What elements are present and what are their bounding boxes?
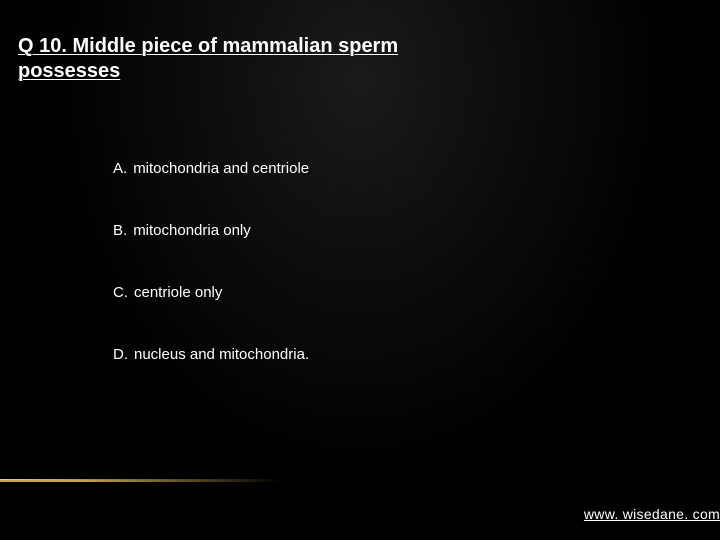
- option-b: B. mitochondria only: [113, 222, 600, 239]
- option-text: nucleus and mitochondria.: [134, 346, 309, 363]
- question-title: Q 10. Middle piece of mammalian sperm po…: [18, 34, 460, 84]
- question-line-2: possesses: [18, 60, 120, 82]
- question-line-1: Q 10. Middle piece of mammalian sperm: [18, 35, 398, 57]
- option-text: centriole only: [134, 284, 222, 301]
- option-a: A. mitochondria and centriole: [113, 160, 600, 177]
- option-c: C. centriole only: [113, 284, 600, 301]
- option-text: mitochondria and centriole: [133, 160, 309, 177]
- option-letter: B.: [113, 222, 127, 239]
- option-letter: A.: [113, 160, 127, 177]
- option-letter: D.: [113, 346, 128, 363]
- option-text: mitochondria only: [133, 222, 251, 239]
- option-d: D. nucleus and mitochondria.: [113, 346, 600, 363]
- decorative-gold-line: [0, 480, 280, 482]
- footer-link[interactable]: www. wisedane. com: [584, 506, 720, 522]
- options-list: A. mitochondria and centriole B. mitocho…: [113, 160, 600, 408]
- option-letter: C.: [113, 284, 128, 301]
